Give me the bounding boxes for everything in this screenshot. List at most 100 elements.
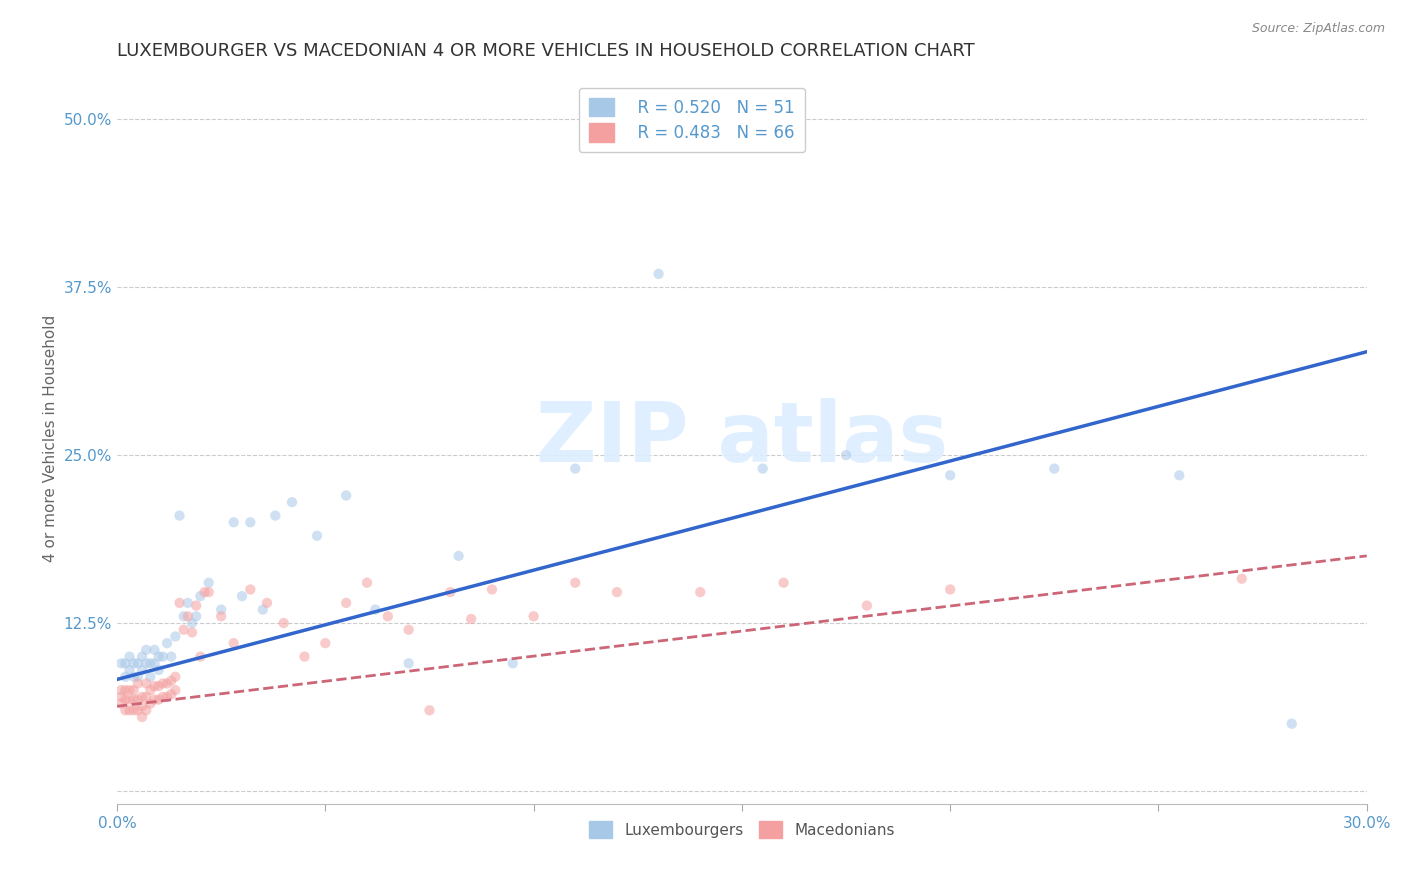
Point [772,575,794,590]
Point [118,663,141,677]
Point [135,657,157,671]
Point [460,612,482,626]
Point [114,703,136,717]
Text: LUXEMBOURGER VS MACEDONIAN 4 OR MORE VEHICLES IN HOUSEHOLD CORRELATION CHART: LUXEMBOURGER VS MACEDONIAN 4 OR MORE VEH… [117,42,974,60]
Point [281,495,304,509]
Point [139,670,162,684]
Point [148,679,170,693]
Point [209,609,232,624]
Point [398,657,420,671]
Point [856,599,879,613]
Point [186,609,208,624]
Point [165,630,187,644]
Point [160,649,183,664]
Point [177,609,200,624]
Point [222,636,245,650]
Point [447,549,470,563]
Point [177,596,200,610]
Point [564,461,586,475]
Point [181,625,204,640]
Point [377,609,399,624]
Point [1230,572,1253,586]
Point [127,692,149,706]
Point [127,657,149,671]
Point [398,623,420,637]
Point [122,670,145,684]
Point [152,690,174,704]
Point [135,676,157,690]
Point [335,488,357,502]
Point [110,657,132,671]
Point [160,687,183,701]
Point [169,596,191,610]
Text: ZIP atlas: ZIP atlas [536,398,948,479]
Point [1281,716,1303,731]
Point [110,697,132,711]
Point [118,683,141,698]
Point [131,690,153,704]
Text: Source: ZipAtlas.com: Source: ZipAtlas.com [1251,22,1385,36]
Point [114,670,136,684]
Point [314,636,336,650]
Point [264,508,287,523]
Legend: Luxembourgers, Macedonians: Luxembourgers, Macedonians [583,815,901,844]
Point [273,615,295,630]
Point [143,679,166,693]
Point [114,657,136,671]
Point [148,649,170,664]
Y-axis label: 4 or more Vehicles in Household: 4 or more Vehicles in Household [44,315,58,562]
Point [160,673,183,688]
Point [1043,461,1066,475]
Point [186,599,208,613]
Point [239,582,262,597]
Point [114,692,136,706]
Point [751,461,773,475]
Point [188,649,211,664]
Point [131,649,153,664]
Point [156,676,179,690]
Point [305,529,328,543]
Point [356,575,378,590]
Point [481,582,503,597]
Point [118,649,141,664]
Point [122,657,145,671]
Point [122,683,145,698]
Point [439,585,461,599]
Point [689,585,711,599]
Point [197,575,219,590]
Point [239,516,262,530]
Point [173,623,195,637]
Point [364,602,387,616]
Point [118,703,141,717]
Point [148,692,170,706]
Point [169,508,191,523]
Point [173,609,195,624]
Point [1168,468,1191,483]
Point [523,609,546,624]
Point [197,585,219,599]
Point [127,676,149,690]
Point [502,657,524,671]
Point [135,643,157,657]
Point [564,575,586,590]
Point [131,699,153,714]
Point [188,589,211,603]
Point [222,516,245,530]
Point [835,448,858,462]
Point [143,657,166,671]
Point [165,670,187,684]
Point [139,697,162,711]
Point [131,710,153,724]
Point [152,676,174,690]
Point [152,649,174,664]
Point [193,585,215,599]
Point [122,692,145,706]
Point [110,683,132,698]
Point [114,683,136,698]
Point [256,596,278,610]
Point [148,663,170,677]
Point [647,267,669,281]
Point [143,692,166,706]
Point [181,615,204,630]
Point [335,596,357,610]
